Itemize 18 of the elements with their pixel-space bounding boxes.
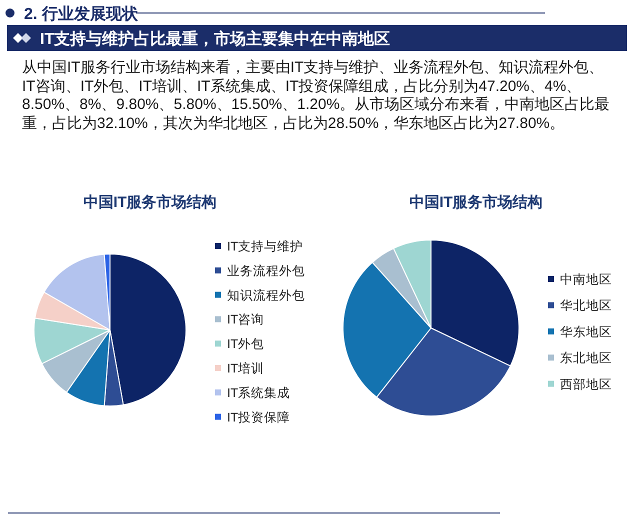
- legend-label: 中南地区: [560, 272, 612, 286]
- legend-label: IT咨询: [227, 312, 264, 327]
- chart-title: 中国IT服务市场结构: [83, 193, 217, 211]
- text: IT支持与维护占比最重，市场主要集中在中南地区: [40, 29, 390, 48]
- legend-label: 东北地区: [560, 351, 612, 366]
- legend-label: IT支持与维护: [227, 240, 304, 254]
- text: 从中国IT服务行业市场结构来看，主要由IT支持与维护、业务流程外包、知识流程外包、IT咨询、IT外包、IT培训、IT系统集成、IT投资保障组成，占比分别为47.20%、4%、8.50%、8%、9.80%、5.80%、15.50%、1.20%。从市场区域分布来看，中南地区占比最重，占比为32.10%，其次为华北地区，占比为28.50%，华东地区占比为27.80%。: [22, 59, 611, 134]
- legend-label: 知识流程外包: [227, 287, 305, 302]
- legend-label: IT投资保障: [227, 410, 290, 424]
- legend-label: 西部地区: [560, 377, 612, 392]
- legend-label: 华东地区: [560, 324, 612, 339]
- legend-label: IT外包: [227, 337, 264, 352]
- legend-label: IT系统集成: [227, 386, 290, 400]
- chart-title: 中国IT服务市场结构: [409, 193, 543, 211]
- legend-label: IT培训: [227, 362, 264, 376]
- legend-label: 华北地区: [560, 298, 612, 313]
- legend-label: 业务流程外包: [227, 262, 305, 278]
- text: 2. 行业发展现状: [24, 5, 139, 23]
